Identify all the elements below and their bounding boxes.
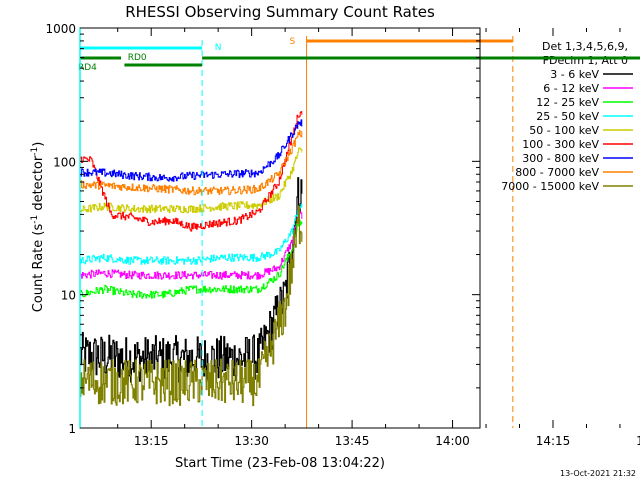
legend-label-3: 12 - 25 keV bbox=[536, 96, 599, 109]
legend-label-7: 300 - 800 keV bbox=[522, 152, 599, 165]
series-line-2-part-1 bbox=[80, 210, 303, 280]
flag-label-rd0: RD0 bbox=[128, 53, 147, 63]
x-tick-label-3: 13:45 bbox=[335, 434, 370, 448]
legend-label-5: 50 - 100 keV bbox=[529, 124, 599, 137]
y-tick-label-1: 1 bbox=[68, 422, 76, 436]
series-line-3-part-1 bbox=[80, 219, 303, 299]
legend-header-line-2: FDecim 1, Att 0 bbox=[543, 54, 628, 67]
legend-label-2: 6 - 12 keV bbox=[543, 82, 599, 95]
x-tick-label-4: 14:00 bbox=[435, 434, 470, 448]
flag-label-rd4: RD4 bbox=[78, 63, 97, 73]
series-line-8-part-1 bbox=[80, 130, 303, 196]
flag-label-s: S bbox=[289, 37, 295, 47]
x-tick-label-1: 13:15 bbox=[134, 434, 169, 448]
series-line-4-part-1 bbox=[80, 203, 303, 265]
series-line-6-part-1 bbox=[80, 111, 303, 232]
render-timestamp: 13-Oct-2021 21:32 bbox=[560, 469, 636, 478]
chart-title: RHESSI Observing Summary Count Rates bbox=[125, 3, 435, 21]
legend-header-line-1: Det 1,3,4,5,6,9, bbox=[542, 40, 628, 53]
y-axis-label: Count Rate (s-1 detector-1) bbox=[30, 142, 46, 313]
y-tick-label-4: 1000 bbox=[45, 22, 76, 36]
x-tick-label-5: 14:15 bbox=[536, 434, 571, 448]
x-tick-label-2: 13:30 bbox=[234, 434, 269, 448]
legend-label-1: 3 - 6 keV bbox=[550, 68, 599, 81]
series-line-9-part-1 bbox=[80, 205, 303, 407]
legend-label-4: 25 - 50 keV bbox=[536, 110, 599, 123]
plot-area: RD0 RD4 N S 1 10 100 1000 13:15 13:30 13:45 14:00 14… bbox=[45, 22, 640, 448]
legend-label-8: 800 - 7000 keV bbox=[515, 166, 599, 179]
y-tick-label-2: 10 bbox=[61, 289, 76, 303]
series-line-5-part-1 bbox=[80, 147, 303, 214]
x-axis-label: Start Time (23-Feb-08 13:04:22) bbox=[175, 456, 385, 471]
y-tick-label-3: 100 bbox=[53, 155, 76, 169]
x-tick-label-6: 14:30 bbox=[636, 434, 640, 448]
series-line-7-part-1 bbox=[80, 119, 303, 182]
legend-label-6: 100 - 300 keV bbox=[522, 138, 599, 151]
flag-label-n: N bbox=[215, 43, 222, 53]
legend-label-9: 7000 - 15000 keV bbox=[501, 180, 599, 193]
